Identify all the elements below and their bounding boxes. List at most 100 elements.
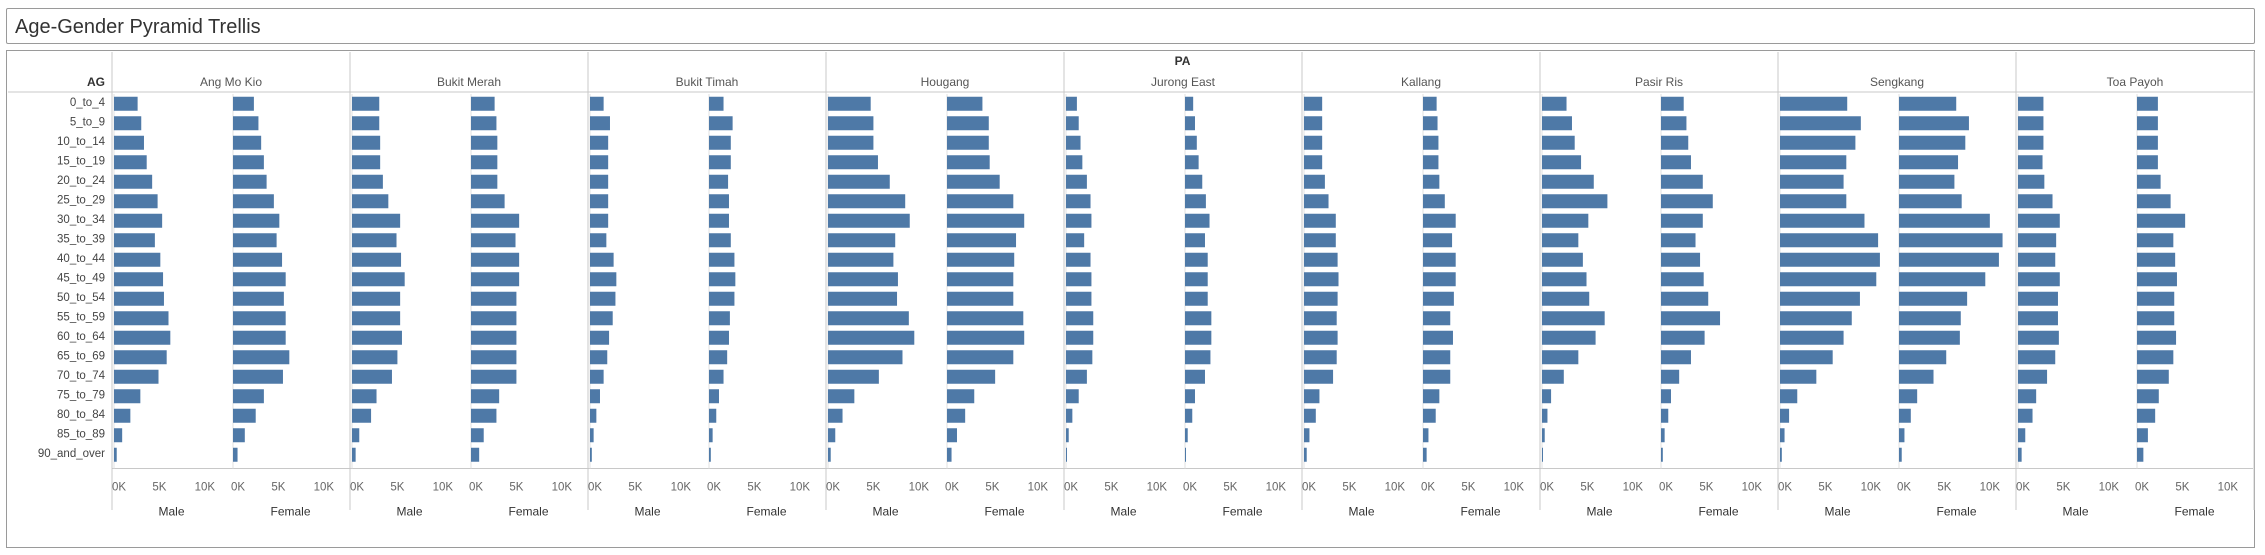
x-tick-label: 5K xyxy=(390,482,404,494)
bar-male xyxy=(2018,330,2059,345)
bar-female xyxy=(709,252,735,267)
gender-label: Male xyxy=(1586,505,1612,519)
bar-female xyxy=(947,272,1014,287)
bar-male xyxy=(1780,194,1847,209)
bar-male xyxy=(352,330,402,345)
bar-female xyxy=(1423,272,1456,287)
bar-female xyxy=(2137,116,2158,131)
bar-female xyxy=(471,96,495,111)
bar-female xyxy=(2137,428,2148,443)
bar-male xyxy=(352,350,398,365)
x-tick-label: 0K xyxy=(1183,482,1197,494)
bar-female xyxy=(1899,272,1986,287)
bar-male xyxy=(590,174,609,189)
bar-female xyxy=(947,194,1014,209)
gender-label: Male xyxy=(396,505,422,519)
bar-male xyxy=(590,252,614,267)
bar-male xyxy=(1780,252,1880,267)
bar-male xyxy=(1780,350,1833,365)
bar-male xyxy=(352,447,356,462)
bar-female xyxy=(709,213,729,228)
area-label: Toa Payoh xyxy=(2107,75,2164,89)
bar-female xyxy=(233,408,256,423)
bar-female xyxy=(471,408,497,423)
bar-male xyxy=(590,447,592,462)
bar-male xyxy=(1780,272,1877,287)
bar-female xyxy=(2137,272,2177,287)
bar-male xyxy=(2018,252,2056,267)
bar-female xyxy=(233,369,283,384)
area-label: Ang Mo Kio xyxy=(200,75,262,89)
bar-female xyxy=(947,369,996,384)
bar-female xyxy=(2137,233,2174,248)
x-tick-label: 5K xyxy=(1342,482,1356,494)
bar-female xyxy=(947,155,990,170)
bar-male xyxy=(1542,174,1594,189)
x-tick-label: 5K xyxy=(271,482,285,494)
bar-male xyxy=(352,194,389,209)
bar-male xyxy=(1780,389,1798,404)
x-tick-label: 5K xyxy=(1580,482,1594,494)
bar-female xyxy=(1899,174,1955,189)
bar-female xyxy=(1899,116,1969,131)
bar-female xyxy=(471,311,517,326)
bar-male xyxy=(590,428,594,443)
gender-label: Male xyxy=(1824,505,1850,519)
bar-male xyxy=(828,194,906,209)
x-tick-label: 10K xyxy=(1861,482,1882,494)
bar-male xyxy=(828,96,871,111)
column-header: PA xyxy=(1175,54,1191,68)
bar-female xyxy=(1423,291,1454,306)
bar-male xyxy=(828,135,874,150)
age-group-label: 10_to_14 xyxy=(57,136,106,148)
bar-female xyxy=(1661,272,1704,287)
age-group-label: 5_to_9 xyxy=(70,117,105,129)
bar-female xyxy=(2137,311,2175,326)
bar-male xyxy=(1304,389,1320,404)
bar-male xyxy=(1780,447,1782,462)
bar-female xyxy=(947,311,1024,326)
age-group-label: 30_to_34 xyxy=(57,214,106,226)
bar-male xyxy=(352,272,405,287)
x-tick-label: 10K xyxy=(790,482,811,494)
row-header: AG xyxy=(87,75,105,89)
bar-male xyxy=(114,447,117,462)
x-tick-label: 10K xyxy=(314,482,335,494)
bar-male xyxy=(1304,174,1325,189)
bar-female xyxy=(1185,155,1199,170)
x-tick-label: 5K xyxy=(1461,482,1475,494)
bar-female xyxy=(1661,369,1680,384)
x-tick-label: 5K xyxy=(866,482,880,494)
bar-female xyxy=(233,330,286,345)
bar-female xyxy=(1185,389,1195,404)
bar-male xyxy=(828,174,890,189)
x-tick-label: 0K xyxy=(2016,482,2030,494)
age-group-label: 15_to_19 xyxy=(57,156,105,168)
bar-female xyxy=(2137,194,2171,209)
area-label: Kallang xyxy=(1401,75,1441,89)
x-tick-label: 10K xyxy=(195,482,216,494)
bar-male xyxy=(1780,174,1844,189)
bar-male xyxy=(114,135,144,150)
bar-female xyxy=(709,272,736,287)
age-group-label: 75_to_79 xyxy=(57,390,105,402)
x-tick-label: 0K xyxy=(1897,482,1911,494)
bar-female xyxy=(1661,252,1701,267)
bar-male xyxy=(1066,135,1081,150)
bar-female xyxy=(471,350,517,365)
bar-male xyxy=(2018,350,2056,365)
bar-female xyxy=(2137,252,2176,267)
bar-female xyxy=(947,135,989,150)
bar-female xyxy=(947,350,1014,365)
bar-male xyxy=(1066,252,1091,267)
x-tick-label: 10K xyxy=(2218,482,2239,494)
bar-male xyxy=(352,96,380,111)
bar-male xyxy=(1066,174,1087,189)
age-group-label: 50_to_54 xyxy=(57,292,106,304)
gender-label: Female xyxy=(984,505,1024,519)
bar-male xyxy=(1066,194,1091,209)
x-tick-label: 0K xyxy=(1659,482,1673,494)
bar-female xyxy=(1423,213,1456,228)
bar-male xyxy=(114,116,142,131)
